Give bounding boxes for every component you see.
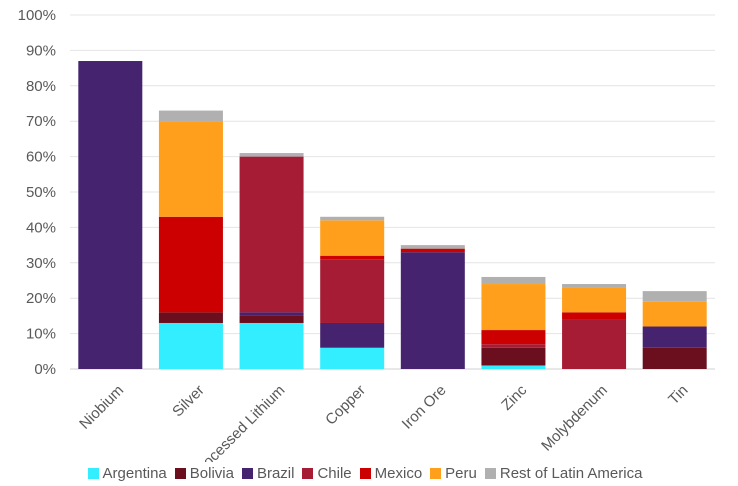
legend-label: Chile bbox=[317, 464, 352, 482]
y-tick-label: 100% bbox=[18, 7, 56, 24]
bar-segment bbox=[642, 326, 707, 348]
legend-item: Peru bbox=[430, 465, 477, 482]
y-tick-label: 50% bbox=[26, 184, 56, 201]
bar-segment bbox=[481, 276, 546, 285]
bar-segment bbox=[158, 322, 223, 369]
bar-segment bbox=[400, 248, 465, 253]
legend-label: Argentina bbox=[102, 464, 167, 482]
bar-segment bbox=[320, 216, 385, 221]
legend-item: Mexico bbox=[359, 464, 423, 482]
bar-segment bbox=[158, 110, 223, 122]
x-tick-label: Silver bbox=[169, 382, 208, 421]
x-tick-label: Zinc bbox=[498, 381, 530, 413]
stacked-bar-chart: 0% 10% 20% 30% 40% 50% 60% 70% 80% 90% 100% Niobiu… bbox=[18, 7, 715, 462]
x-tick-label: Copper bbox=[322, 382, 369, 429]
y-tick-label: 60% bbox=[26, 149, 56, 166]
x-tick-label: Niobium bbox=[76, 382, 127, 433]
bar-segment bbox=[239, 312, 304, 316]
x-tick-label: Molybdenum bbox=[538, 382, 611, 455]
bar-segment bbox=[239, 153, 304, 157]
bar-segment bbox=[400, 252, 465, 369]
y-tick-label: 80% bbox=[26, 78, 56, 95]
bar-segment bbox=[642, 291, 707, 302]
legend-item: Rest of Latin America bbox=[484, 464, 643, 482]
bars bbox=[78, 61, 707, 370]
bar-segment bbox=[562, 312, 627, 320]
legend-swatch bbox=[87, 467, 99, 479]
legend-swatch bbox=[302, 467, 314, 479]
legend-item: Bolivia bbox=[174, 464, 234, 482]
legend-label: Peru bbox=[445, 464, 477, 482]
bar-segment bbox=[158, 216, 223, 313]
bar-segment bbox=[320, 322, 385, 348]
bar-segment bbox=[481, 347, 546, 366]
legend: Argentina Bolivia Brazil Chile Mexico Peru Res… bbox=[0, 462, 738, 484]
bar-segment bbox=[400, 245, 465, 249]
bar-segment bbox=[158, 121, 223, 217]
y-axis-tick-labels: 0% 10% 20% 30% 40% 50% 60% 70% 80% 90% 100% bbox=[18, 7, 56, 378]
bar-segment bbox=[158, 312, 223, 323]
legend-label: Bolivia bbox=[189, 464, 234, 482]
legend-swatch bbox=[174, 467, 186, 479]
y-tick-label: 10% bbox=[26, 326, 56, 343]
legend-swatch bbox=[359, 467, 371, 479]
bar-segment bbox=[481, 284, 546, 331]
bar-segment bbox=[239, 156, 304, 313]
x-tick-label: Iron Ore bbox=[399, 382, 450, 433]
legend-swatch bbox=[241, 467, 253, 479]
bar-segment bbox=[239, 315, 304, 323]
bar-segment bbox=[320, 255, 385, 260]
y-tick-label: 0% bbox=[34, 361, 56, 378]
legend-item: Chile bbox=[302, 464, 352, 482]
bar-segment bbox=[562, 284, 627, 288]
bar-segment bbox=[239, 322, 304, 369]
bar-segment bbox=[320, 347, 385, 369]
bar-segment bbox=[481, 365, 546, 369]
legend-item: Argentina bbox=[87, 464, 167, 482]
legend-label: Mexico bbox=[374, 464, 423, 482]
legend-label: Rest of Latin America bbox=[499, 464, 643, 482]
bar-segment bbox=[320, 220, 385, 256]
legend-swatch bbox=[430, 467, 442, 479]
y-tick-label: 90% bbox=[26, 42, 56, 59]
bar-segment bbox=[562, 319, 627, 369]
bar-segment bbox=[481, 344, 546, 348]
bar-segment bbox=[320, 259, 385, 323]
legend-item: Brazil bbox=[241, 464, 295, 482]
bar-segment bbox=[642, 301, 707, 327]
bar-segment bbox=[481, 330, 546, 345]
y-tick-label: 70% bbox=[26, 113, 56, 130]
bar-segment bbox=[78, 61, 143, 370]
bar-segment bbox=[562, 287, 627, 313]
y-tick-label: 40% bbox=[26, 219, 56, 236]
legend-swatch bbox=[484, 467, 496, 479]
bar-segment bbox=[642, 347, 707, 369]
x-tick-label: Tin bbox=[665, 382, 691, 408]
y-tick-label: 20% bbox=[26, 290, 56, 307]
legend-label: Brazil bbox=[256, 464, 295, 482]
y-tick-label: 30% bbox=[26, 255, 56, 272]
